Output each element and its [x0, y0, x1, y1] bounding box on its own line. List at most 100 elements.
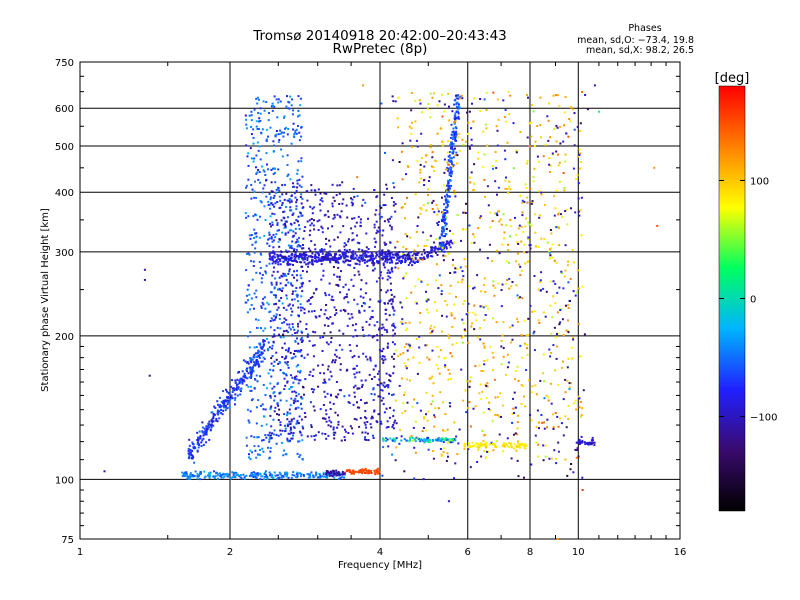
- data-point: [300, 193, 303, 196]
- data-point: [302, 237, 305, 240]
- data-point: [280, 257, 283, 260]
- data-point: [263, 349, 266, 352]
- data-point: [484, 444, 487, 447]
- data-point: [189, 472, 192, 475]
- data-point: [317, 258, 320, 261]
- data-point: [481, 390, 484, 393]
- data-point: [325, 470, 328, 472]
- data-point: [438, 248, 441, 251]
- data-point: [418, 361, 421, 364]
- data-point: [425, 290, 427, 293]
- data-point: [575, 441, 578, 444]
- data-point: [511, 421, 514, 424]
- data-point: [284, 427, 287, 430]
- data-point: [394, 419, 397, 422]
- data-point: [386, 187, 388, 190]
- data-point: [551, 152, 554, 155]
- data-point: [223, 401, 226, 404]
- data-point: [578, 287, 580, 290]
- data-point: [257, 178, 260, 181]
- data-point: [473, 188, 475, 191]
- data-point: [252, 366, 254, 369]
- data-point: [290, 314, 293, 317]
- data-point: [377, 472, 380, 475]
- data-point: [529, 305, 532, 307]
- data-point: [408, 321, 411, 324]
- data-point: [515, 149, 518, 152]
- data-point: [431, 208, 434, 210]
- data-point: [219, 404, 222, 407]
- data-point: [473, 182, 476, 185]
- data-point: [401, 412, 404, 415]
- data-point: [376, 383, 379, 386]
- data-point: [268, 346, 271, 349]
- data-point: [315, 259, 318, 262]
- data-point: [479, 338, 482, 341]
- data-point: [377, 300, 380, 303]
- data-point: [244, 114, 247, 117]
- data-point: [358, 309, 361, 312]
- data-point: [429, 146, 432, 149]
- data-point: [426, 193, 429, 196]
- data-point: [449, 168, 452, 171]
- data-point: [453, 99, 456, 102]
- data-point: [442, 235, 445, 238]
- data-point: [565, 426, 568, 429]
- data-point: [394, 326, 397, 329]
- data-point: [269, 408, 272, 411]
- data-point: [288, 198, 291, 200]
- data-point: [378, 277, 381, 280]
- data-point: [300, 336, 303, 339]
- data-point: [263, 234, 266, 237]
- data-point: [517, 243, 520, 245]
- data-point: [367, 217, 369, 220]
- data-point: [441, 220, 443, 223]
- data-point: [293, 426, 296, 429]
- data-point: [205, 431, 208, 434]
- data-point: [546, 426, 549, 429]
- data-point: [299, 253, 301, 255]
- data-point: [409, 261, 411, 264]
- data-point: [296, 261, 299, 263]
- data-point: [269, 257, 272, 260]
- data-point: [521, 201, 524, 204]
- data-point: [230, 394, 233, 397]
- data-point: [235, 388, 238, 391]
- data-point: [394, 246, 397, 249]
- data-point: [283, 449, 285, 452]
- data-point: [148, 374, 151, 377]
- data-point: [365, 282, 368, 285]
- data-point: [486, 385, 489, 388]
- data-point: [381, 357, 384, 360]
- data-point: [290, 357, 293, 360]
- data-point: [348, 248, 351, 251]
- data-point: [286, 297, 288, 300]
- data-point: [303, 261, 306, 264]
- data-point: [237, 474, 240, 476]
- data-point: [197, 443, 200, 446]
- data-point: [350, 472, 353, 475]
- data-point: [457, 105, 460, 108]
- data-point: [414, 420, 417, 423]
- data-point: [312, 368, 315, 371]
- data-point: [325, 409, 327, 412]
- data-point: [271, 257, 274, 260]
- data-point: [349, 256, 352, 259]
- data-point: [505, 260, 508, 263]
- data-point: [388, 373, 391, 376]
- data-point: [381, 234, 384, 237]
- data-point: [335, 283, 338, 286]
- data-point: [290, 476, 293, 479]
- data-point: [462, 322, 465, 325]
- data-point: [507, 261, 510, 264]
- data-point: [384, 243, 387, 246]
- y-tick-label: 200: [55, 332, 74, 343]
- data-point: [530, 224, 533, 227]
- data-point: [303, 257, 306, 260]
- data-point: [290, 104, 293, 107]
- data-point: [255, 476, 258, 479]
- data-point: [439, 245, 442, 248]
- data-point: [299, 320, 302, 323]
- data-point: [190, 457, 193, 460]
- data-point: [446, 242, 448, 245]
